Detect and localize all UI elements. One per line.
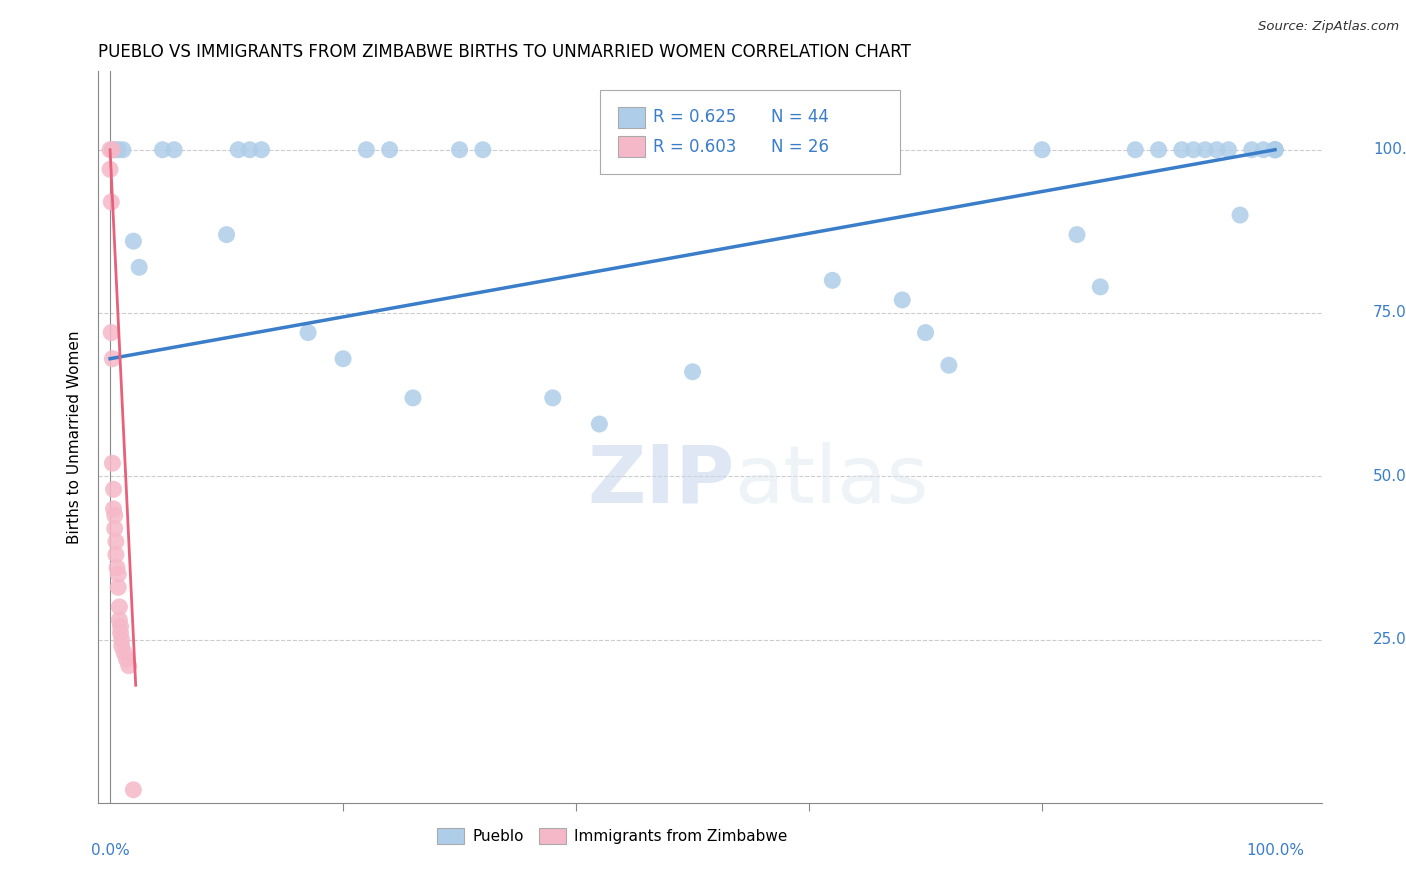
Text: 75.0%: 75.0% [1374, 305, 1406, 320]
Point [1171, 143, 1194, 157]
Point [104, 521, 127, 535]
Point [378, 143, 401, 157]
Point [1205, 143, 1227, 157]
Point [115, 652, 138, 666]
Point [471, 143, 494, 157]
Point [101, 143, 124, 157]
Point [100, 326, 122, 340]
Point [914, 326, 936, 340]
Point [152, 143, 174, 157]
Point [1264, 143, 1286, 157]
Point [100, 194, 122, 209]
Point [1264, 143, 1286, 157]
Text: ZIP: ZIP [588, 442, 734, 520]
Point [103, 502, 125, 516]
Legend: Pueblo, Immigrants from Zimbabwe: Pueblo, Immigrants from Zimbabwe [430, 822, 793, 850]
Y-axis label: Births to Unmarried Women: Births to Unmarried Women [67, 330, 83, 544]
FancyBboxPatch shape [619, 107, 645, 128]
Point [110, 626, 132, 640]
Point [103, 483, 125, 497]
Point [108, 613, 131, 627]
Point [104, 534, 127, 549]
Point [163, 143, 186, 157]
Point [98, 162, 121, 177]
Point [682, 365, 704, 379]
Point [111, 639, 134, 653]
Point [128, 260, 150, 275]
Point [402, 391, 425, 405]
Point [449, 143, 471, 157]
Point [239, 143, 262, 157]
Point [105, 560, 128, 574]
Point [101, 143, 124, 157]
Point [1194, 143, 1216, 157]
Point [122, 234, 145, 248]
Point [101, 351, 124, 366]
Point [821, 273, 844, 287]
Point [1147, 143, 1170, 157]
Point [226, 143, 249, 157]
Text: PUEBLO VS IMMIGRANTS FROM ZIMBABWE BIRTHS TO UNMARRIED WOMEN CORRELATION CHART: PUEBLO VS IMMIGRANTS FROM ZIMBABWE BIRTH… [98, 44, 911, 62]
Point [111, 632, 134, 647]
Point [797, 143, 820, 157]
Point [356, 143, 378, 157]
Text: N = 26: N = 26 [772, 137, 830, 156]
Text: 25.0%: 25.0% [1374, 632, 1406, 647]
Point [250, 143, 273, 157]
Point [1264, 143, 1286, 157]
Point [111, 143, 134, 157]
Point [112, 646, 135, 660]
Point [98, 143, 121, 157]
Point [1229, 208, 1251, 222]
Point [541, 391, 564, 405]
Point [215, 227, 238, 242]
Text: 50.0%: 50.0% [1374, 469, 1406, 483]
Point [1264, 143, 1286, 157]
Point [104, 548, 127, 562]
Point [107, 567, 129, 582]
Point [332, 351, 354, 366]
Text: atlas: atlas [734, 442, 929, 520]
Point [101, 456, 124, 470]
Point [107, 143, 129, 157]
Point [588, 417, 610, 431]
FancyBboxPatch shape [600, 90, 900, 174]
Point [1123, 143, 1146, 157]
Point [1253, 143, 1275, 157]
Point [1066, 227, 1088, 242]
Text: N = 44: N = 44 [772, 109, 830, 127]
Point [108, 599, 131, 614]
Text: 0.0%: 0.0% [91, 843, 129, 858]
Point [891, 293, 914, 307]
Point [1182, 143, 1205, 157]
Point [107, 580, 129, 594]
Point [104, 143, 127, 157]
Point [1240, 143, 1263, 157]
Point [1090, 280, 1112, 294]
Point [297, 326, 319, 340]
Point [1218, 143, 1240, 157]
Text: R = 0.603: R = 0.603 [652, 137, 735, 156]
Text: 100.0%: 100.0% [1374, 142, 1406, 157]
Text: 100.0%: 100.0% [1246, 843, 1303, 858]
Text: Source: ZipAtlas.com: Source: ZipAtlas.com [1258, 20, 1399, 33]
Text: R = 0.625: R = 0.625 [652, 109, 735, 127]
Point [1031, 143, 1053, 157]
Point [938, 358, 960, 372]
Point [110, 619, 132, 633]
FancyBboxPatch shape [619, 136, 645, 157]
Point [118, 658, 141, 673]
Point [122, 782, 145, 797]
Point [104, 508, 127, 523]
